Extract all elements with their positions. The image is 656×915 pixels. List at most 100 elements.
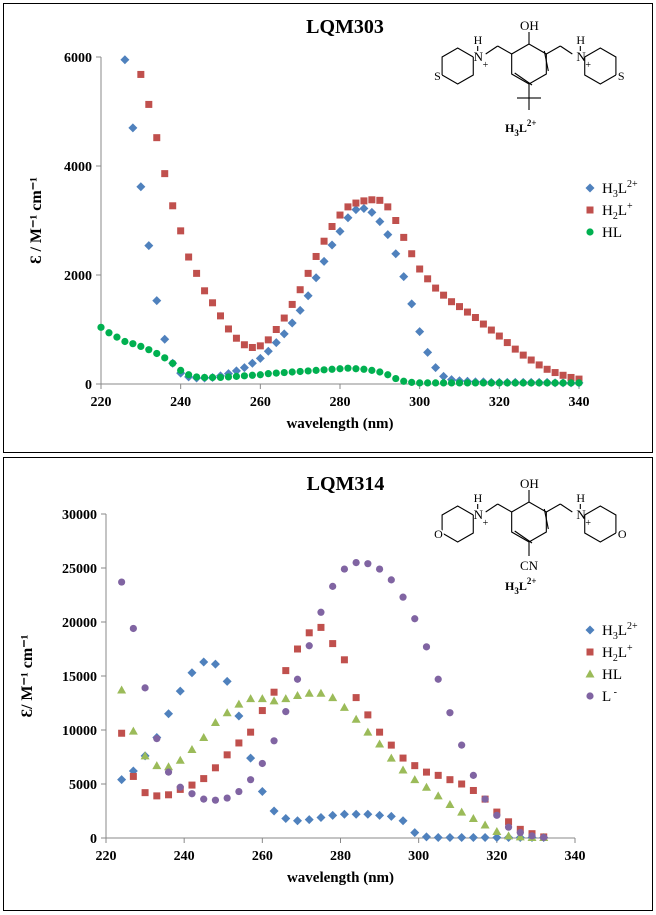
data-point xyxy=(343,213,353,223)
data-point xyxy=(247,776,255,784)
data-point xyxy=(137,70,145,78)
legend-marker xyxy=(585,183,595,193)
data-point xyxy=(352,694,360,702)
data-point xyxy=(224,325,232,333)
data-point xyxy=(339,809,349,819)
data-point xyxy=(543,365,551,373)
saturated-ring-left-heteroatom: S xyxy=(434,69,441,83)
cyano-label: CN xyxy=(520,558,539,573)
x-tick-label: 340 xyxy=(565,849,586,864)
data-point xyxy=(351,205,361,215)
data-point xyxy=(176,783,184,791)
data-point xyxy=(376,196,384,204)
hydrogen-left-label: H xyxy=(474,491,483,505)
data-point xyxy=(319,256,329,266)
data-point xyxy=(352,199,360,207)
data-point xyxy=(457,832,467,842)
data-point xyxy=(375,565,384,573)
data-point xyxy=(304,269,312,277)
data-point xyxy=(141,789,149,797)
data-point xyxy=(455,379,464,387)
data-point xyxy=(432,284,440,292)
data-point xyxy=(234,699,244,708)
x-tick-label: 280 xyxy=(330,849,351,864)
data-point xyxy=(434,675,442,683)
nitrogen-right-label: N xyxy=(576,49,586,64)
data-point xyxy=(336,211,344,219)
data-point xyxy=(117,685,127,694)
data-point xyxy=(234,711,244,721)
data-point xyxy=(185,371,193,379)
data-point xyxy=(431,363,441,373)
nitrogen-left-label: N xyxy=(474,507,484,522)
data-point xyxy=(471,379,480,387)
data-point xyxy=(567,373,575,381)
data-point xyxy=(137,342,145,350)
data-point xyxy=(164,762,174,771)
data-point xyxy=(468,832,478,842)
data-point xyxy=(136,182,146,192)
nitrogen-right-label: N xyxy=(576,507,586,522)
data-point xyxy=(328,693,338,702)
data-point xyxy=(269,696,279,705)
data-point xyxy=(311,273,321,283)
data-point xyxy=(235,787,243,796)
data-point xyxy=(543,379,551,387)
data-point xyxy=(376,368,384,376)
legend-label: H3L2+ xyxy=(602,179,638,200)
data-point xyxy=(257,787,267,797)
data-point xyxy=(351,714,361,723)
data-point xyxy=(516,829,524,837)
hydrogen-right-label: H xyxy=(576,491,585,505)
data-point xyxy=(169,202,177,210)
data-point xyxy=(280,314,288,322)
data-point xyxy=(270,737,278,745)
data-point xyxy=(293,690,303,699)
data-point xyxy=(304,815,314,825)
data-point xyxy=(269,806,279,816)
x-axis-label: wavelength (nm) xyxy=(286,416,393,432)
data-point xyxy=(540,833,548,842)
data-point xyxy=(415,327,425,337)
data-point xyxy=(270,688,278,696)
data-point xyxy=(145,346,153,354)
bond xyxy=(497,503,512,513)
data-point xyxy=(445,832,455,842)
data-point xyxy=(140,751,150,760)
data-point xyxy=(335,226,345,236)
data-point xyxy=(559,371,567,379)
double-bond xyxy=(543,50,549,72)
x-tick-label: 260 xyxy=(250,395,271,410)
data-point xyxy=(386,753,396,762)
data-point xyxy=(504,823,513,831)
data-point xyxy=(264,336,272,344)
data-point xyxy=(199,733,209,742)
data-point xyxy=(317,623,325,631)
data-point xyxy=(408,378,416,386)
data-point xyxy=(200,795,208,803)
data-point xyxy=(463,308,471,316)
data-point xyxy=(344,203,352,211)
data-point xyxy=(188,790,196,798)
data-point xyxy=(117,775,127,785)
chart-lqm314: LQM314 220 240 260 280 300 320 340 0 5000 10000 150… xyxy=(19,473,638,886)
data-point xyxy=(492,832,502,842)
data-point xyxy=(448,298,456,306)
data-point xyxy=(336,365,344,373)
y-tick-label: 2000 xyxy=(64,269,92,284)
data-point xyxy=(360,197,368,205)
data-point xyxy=(248,343,256,351)
data-point xyxy=(263,346,273,356)
y-tick-label: 20000 xyxy=(62,616,97,631)
hydrogen-left-label: H xyxy=(474,33,483,47)
legend-marker xyxy=(585,669,595,678)
data-point xyxy=(363,809,373,819)
x-tick-label: 220 xyxy=(96,849,117,864)
bond xyxy=(560,45,573,55)
x-tick-label: 240 xyxy=(174,849,195,864)
data-point xyxy=(288,368,296,376)
data-point xyxy=(391,249,401,259)
chart-panel-bottom: LQM314 220 240 260 280 300 320 340 0 5000 10000 150… xyxy=(3,457,653,911)
data-point xyxy=(487,379,495,387)
data-point xyxy=(153,349,161,358)
